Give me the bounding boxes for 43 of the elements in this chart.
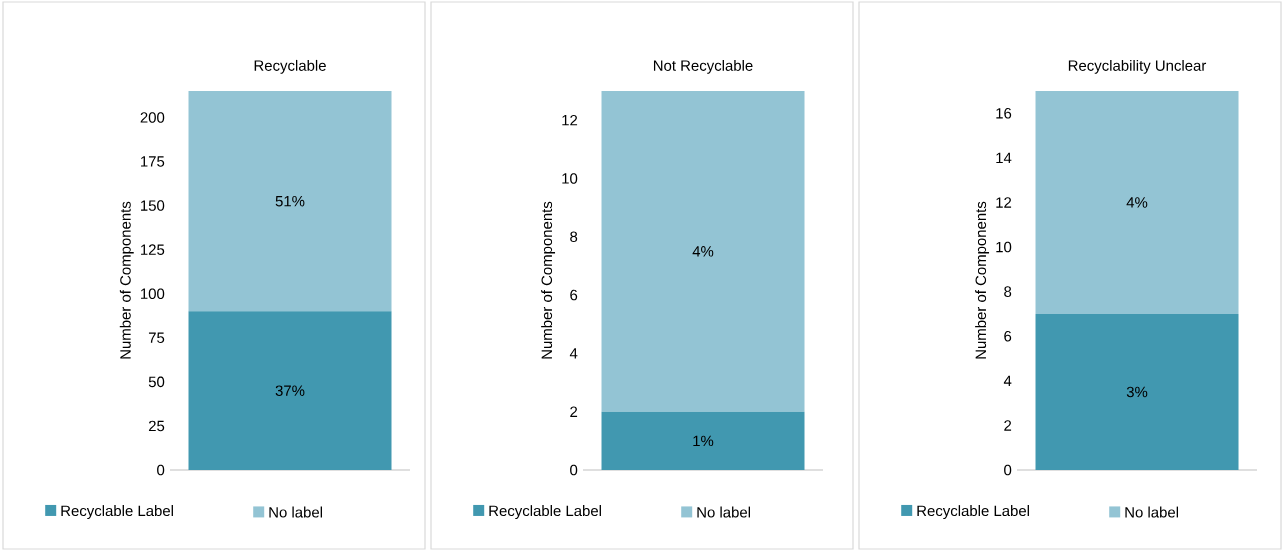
y-tick-label: 16 bbox=[996, 108, 1012, 119]
y-tick-label: 14 bbox=[996, 152, 1012, 164]
y-tick-label: 100 bbox=[141, 288, 165, 299]
legend-label: Recyclable Label bbox=[917, 505, 1029, 520]
y-tick-label: 8 bbox=[570, 231, 578, 243]
y-tick-label: 10 bbox=[996, 241, 1012, 253]
annotation: 4% bbox=[692, 246, 714, 257]
y-tick-label: 12 bbox=[996, 197, 1012, 208]
y-tick-label: 6 bbox=[1004, 330, 1012, 342]
y-tick-label: 175 bbox=[141, 156, 165, 167]
y-axis-title: Number of Components bbox=[119, 201, 134, 359]
y-tick-label: 4 bbox=[1003, 375, 1012, 386]
legend-label: No label bbox=[697, 506, 750, 518]
y-tick-label: 150 bbox=[141, 200, 165, 211]
y-tick-label: 4 bbox=[569, 348, 578, 359]
y-tick-label: 200 bbox=[140, 112, 165, 123]
y-tick-label: 10 bbox=[562, 173, 578, 184]
y-tick-label: 2 bbox=[570, 406, 578, 417]
annotation: 4% bbox=[1126, 197, 1148, 208]
y-tick-label: 6 bbox=[570, 289, 578, 301]
y-tick-label: 125 bbox=[141, 244, 165, 255]
legend-label: Recyclable Label bbox=[61, 505, 173, 520]
legend-label: Recyclable Label bbox=[489, 505, 601, 520]
y-axis-title: Number of Components bbox=[541, 201, 556, 359]
chart-title: Recyclable bbox=[254, 59, 326, 74]
y-tick-label: 2 bbox=[1004, 420, 1012, 431]
y-tick-label: 8 bbox=[1004, 286, 1012, 297]
chart-title: Recyclability Unclear bbox=[1068, 59, 1207, 74]
y-tick-label: 12 bbox=[562, 114, 578, 126]
annotation: 51% bbox=[275, 195, 305, 207]
y-tick-label: 0 bbox=[1004, 464, 1012, 476]
y-axis-title: Number of Components bbox=[975, 201, 990, 359]
legend-label: No label bbox=[269, 506, 322, 518]
y-tick-label: 75 bbox=[148, 332, 165, 343]
y-tick-label: 25 bbox=[148, 420, 165, 432]
y-tick-label: 50 bbox=[148, 376, 165, 388]
annotation: 1% bbox=[693, 435, 714, 447]
chart-title: Not Recyclable bbox=[653, 59, 753, 74]
y-tick-label: 0 bbox=[570, 464, 578, 476]
legend-label: No label bbox=[1125, 506, 1179, 518]
y-tick-label: 0 bbox=[157, 464, 165, 476]
annotation: 37% bbox=[275, 385, 305, 396]
annotation: 3% bbox=[1126, 386, 1148, 398]
